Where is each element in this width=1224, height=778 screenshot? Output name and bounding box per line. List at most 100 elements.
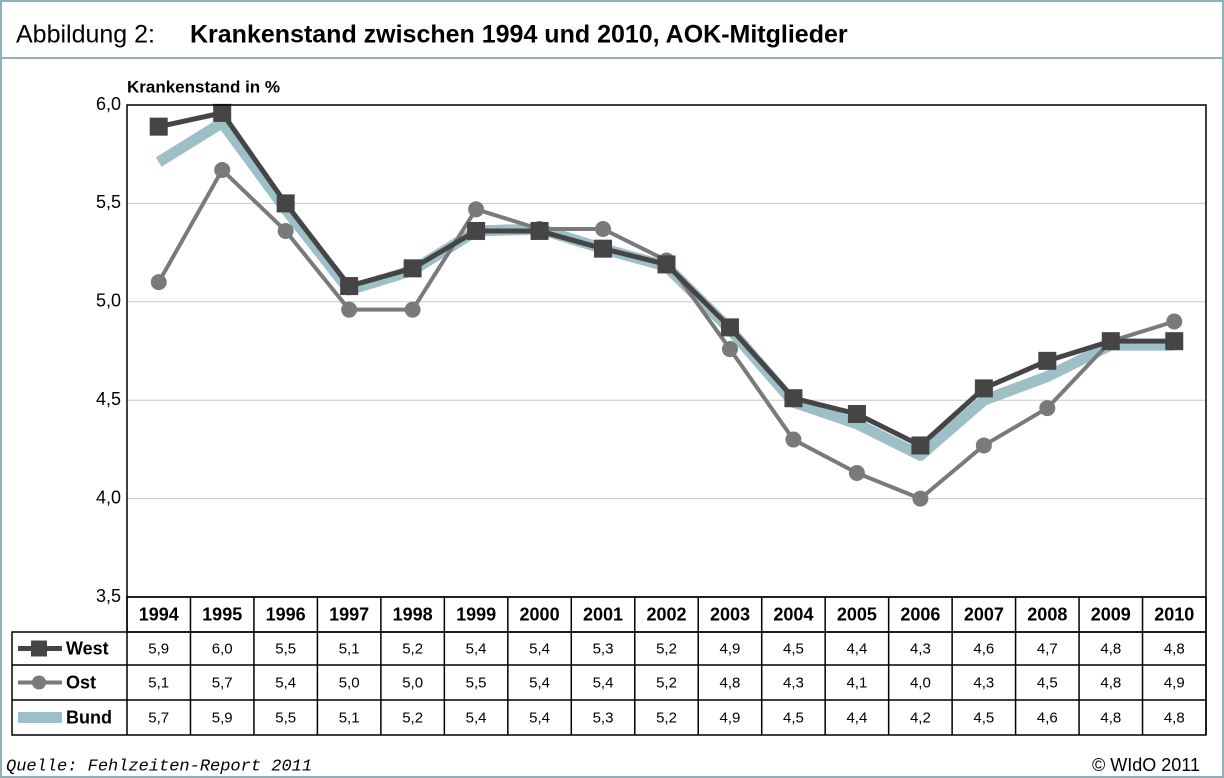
y-tick-label: 5,5 [96,192,121,212]
table-cell: 5,0 [402,674,423,691]
marker [911,436,930,455]
marker [657,255,676,274]
table-cell: 4,5 [1037,674,1058,691]
x-tick-label: 2001 [583,604,623,624]
table-cell: 5,0 [339,674,360,691]
marker [784,389,803,408]
x-tick-label: 2005 [837,604,877,624]
marker [1166,313,1183,330]
table-cell: 4,8 [1164,640,1185,657]
table-cell: 4,5 [783,640,804,657]
marker [530,221,549,240]
legend-label: West [66,638,109,658]
table-cell: 5,1 [339,709,360,726]
x-tick-label: 1996 [266,604,306,624]
marker [1101,332,1120,351]
table-cell: 5,2 [656,640,677,657]
table-cell: 4,7 [1037,640,1058,657]
table-cell: 5,4 [529,709,550,726]
table-cell: 5,5 [275,709,296,726]
y-tick-label: 4,5 [96,389,121,409]
marker [974,379,993,398]
table-cell: 5,2 [656,709,677,726]
source: Quelle: Fehlzeiten-Report 2011 [6,757,312,776]
x-tick-label: 2010 [1154,604,1194,624]
marker [848,465,865,482]
table-cell: 4,9 [720,709,741,726]
y-tick-label: 4,0 [96,487,121,507]
table-cell: 5,9 [212,709,233,726]
y-tick-label: 6,0 [96,94,121,114]
chart-title: Krankenstand zwischen 1994 und 2010, AOK… [190,21,848,49]
legend-marker [32,675,46,690]
table-cell: 6,0 [212,640,233,657]
table-cell: 4,8 [1164,709,1185,726]
x-tick-label: 2006 [900,604,940,624]
marker [594,239,613,258]
y-axis-label: Krankenstand in % [127,77,280,96]
marker [1038,351,1057,370]
marker [912,490,929,507]
y-tick-label: 3,5 [96,586,121,606]
table-cell: 4,3 [973,674,994,691]
marker [404,301,421,318]
table-cell: 5,4 [275,674,296,691]
table-cell: 4,8 [1100,640,1121,657]
table-cell: 5,3 [593,709,614,726]
table-cell: 4,3 [783,674,804,691]
table-cell: 5,7 [148,709,169,726]
table-cell: 4,9 [1164,674,1185,691]
x-tick-label: 1998 [393,604,433,624]
x-tick-label: 1997 [329,604,369,624]
table-cell: 4,5 [973,709,994,726]
marker [340,277,359,296]
table-cell: 5,7 [212,674,233,691]
table-cell: 4,4 [846,709,867,726]
table-cell: 5,5 [466,674,487,691]
x-tick-label: 1994 [139,604,179,624]
table-cell: 4,8 [1100,709,1121,726]
table-cell: 4,6 [973,640,994,657]
table-cell: 4,5 [783,709,804,726]
table-cell: 4,2 [910,709,931,726]
table-cell: 5,2 [656,674,677,691]
x-tick-label: 2003 [710,604,750,624]
marker [214,161,231,178]
x-tick-label: 2002 [646,604,686,624]
legend-label: Bund [66,707,112,727]
marker [975,437,992,454]
table-cell: 5,3 [593,640,614,657]
table-cell: 5,4 [529,640,550,657]
figure-label: Abbildung 2: [16,21,155,49]
table-cell: 4,9 [720,640,741,657]
table-cell: 5,2 [402,709,423,726]
x-tick-label: 2000 [520,604,560,624]
marker [847,404,866,423]
legend-label: Ost [66,672,96,692]
marker [595,220,612,237]
table-cell: 4,8 [1100,674,1121,691]
table-cell: 4,0 [910,674,931,691]
table-cell: 5,4 [466,709,487,726]
marker [785,431,802,448]
table-cell: 5,5 [275,640,296,657]
marker [341,301,358,318]
x-tick-label: 1999 [456,604,496,624]
y-tick-label: 5,0 [96,291,121,311]
marker [213,103,232,122]
table-cell: 4,8 [720,674,741,691]
marker [1165,332,1184,351]
table-cell: 5,1 [148,674,169,691]
marker [403,259,422,278]
copyright: © WIdO 2011 [1092,755,1200,775]
table-cell: 4,1 [846,674,867,691]
table-cell: 5,1 [339,640,360,657]
marker [468,201,485,218]
marker [721,341,738,358]
table-cell: 5,4 [466,640,487,657]
table-cell: 4,4 [846,640,867,657]
x-tick-label: 2007 [964,604,1004,624]
marker [149,117,168,136]
